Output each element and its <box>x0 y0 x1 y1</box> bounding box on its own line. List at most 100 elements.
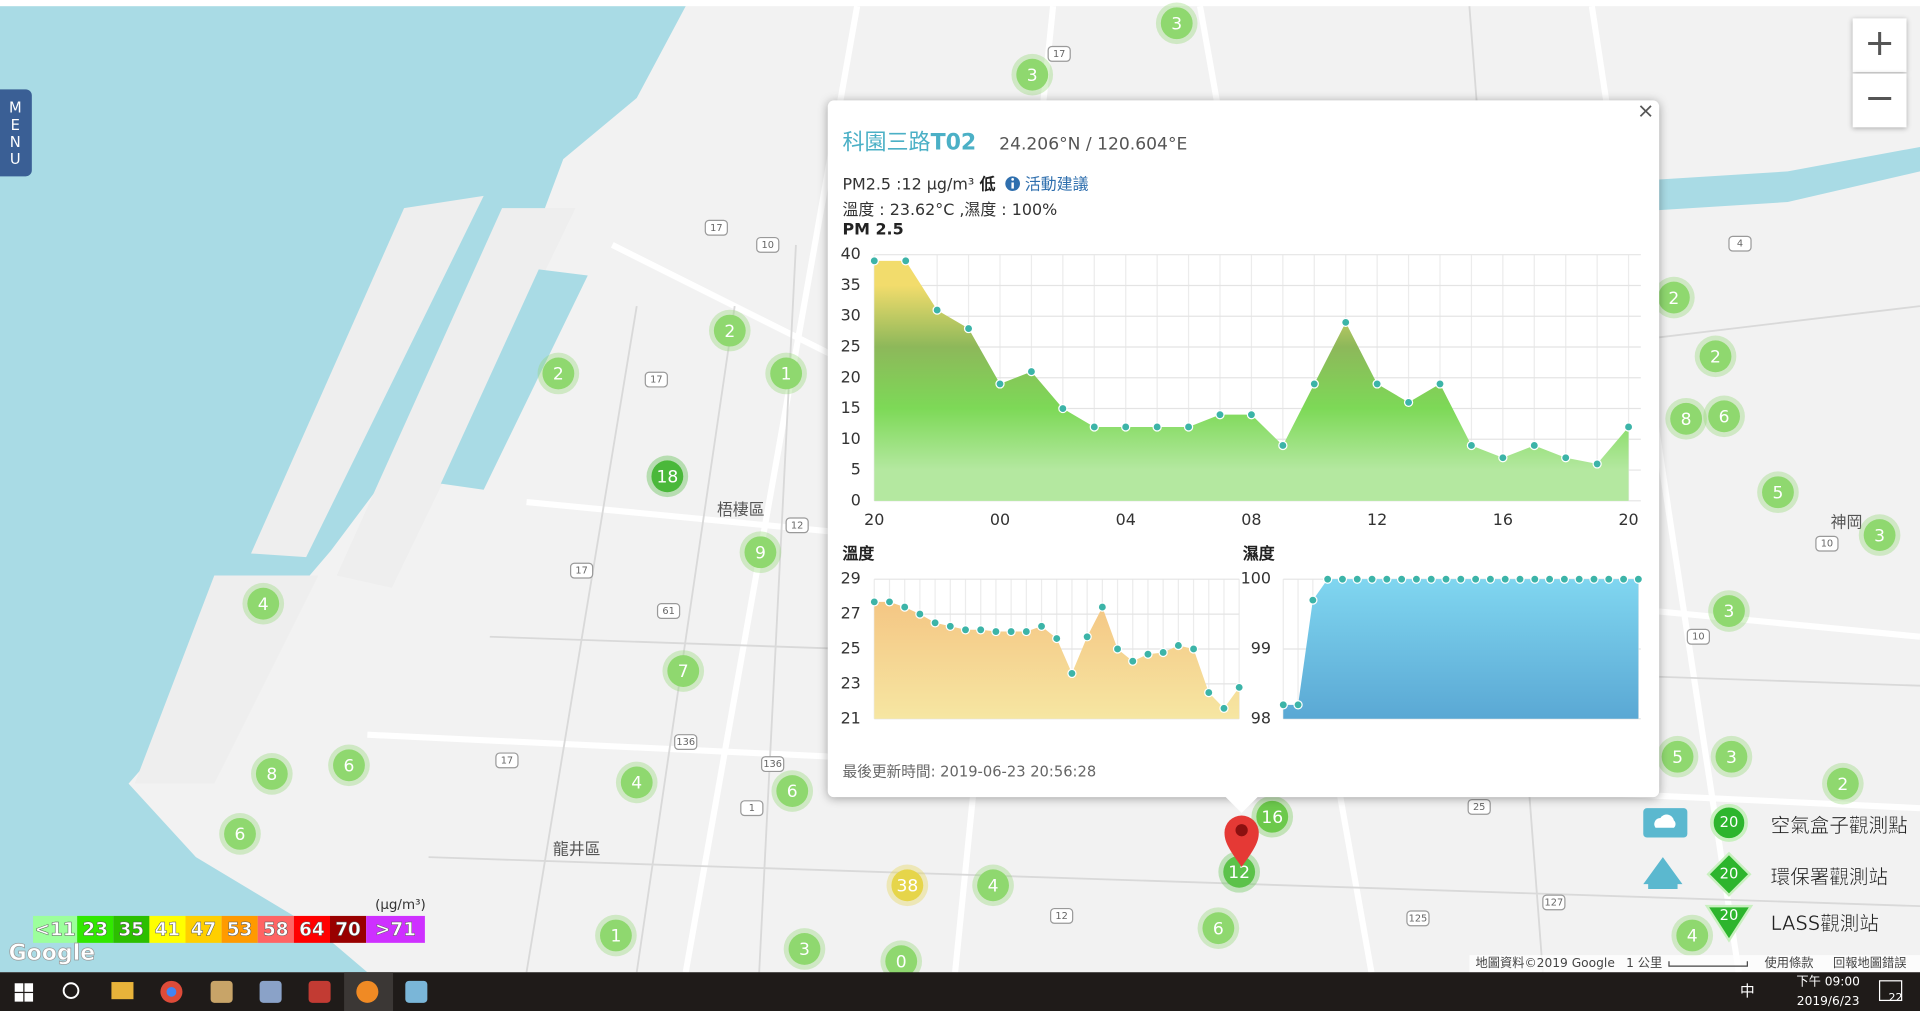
road-number: 127 <box>1545 897 1564 908</box>
advice-link[interactable]: 活動建議 <box>1025 174 1089 193</box>
start-button[interactable] <box>14 983 34 1002</box>
data-point <box>1500 574 1510 584</box>
x-tick-label: 16 <box>1493 510 1513 529</box>
cluster[interactable]: 2 <box>1694 335 1737 378</box>
badge-triangle <box>1704 904 1754 943</box>
cluster[interactable]: 18 <box>646 455 689 498</box>
info-bar <box>1011 182 1014 189</box>
cluster[interactable]: 8 <box>251 753 293 795</box>
data-point <box>945 621 955 631</box>
cluster-core <box>542 357 575 390</box>
place-name: 神岡 <box>1831 512 1863 531</box>
app-icon[interactable] <box>405 980 428 1003</box>
cluster-count: 6 <box>344 757 355 777</box>
cluster[interactable]: 2 <box>537 352 580 395</box>
logo-pane <box>24 983 34 992</box>
cluster[interactable]: 1 <box>765 352 807 395</box>
cluster[interactable]: 6 <box>1197 907 1240 949</box>
cluster[interactable]: 6 <box>219 813 261 855</box>
clock-date[interactable]: 2019/6/23 <box>1797 994 1860 1008</box>
data-point <box>901 256 911 266</box>
app-icon[interactable] <box>308 980 331 1003</box>
cluster[interactable]: 4 <box>972 864 1014 907</box>
cluster[interactable]: 7 <box>662 650 705 692</box>
terms-link[interactable]: 使用條款 <box>1764 955 1813 970</box>
cluster[interactable]: 0 <box>880 940 923 983</box>
cluster[interactable]: 3 <box>1710 735 1753 778</box>
road-shield <box>656 603 681 619</box>
legend-label: 64 <box>299 920 325 941</box>
cluster-core <box>1699 340 1732 373</box>
road-number: 136 <box>676 737 695 748</box>
search-button[interactable] <box>62 982 80 999</box>
data-point <box>1308 595 1318 605</box>
data-point <box>1341 317 1351 328</box>
cluster-core <box>1657 281 1690 314</box>
road-shield <box>1542 894 1566 911</box>
cluster[interactable]: 2 <box>1653 276 1695 319</box>
chrome-center <box>166 986 177 997</box>
logo-pane <box>24 993 34 1002</box>
location-pin[interactable] <box>1224 815 1259 867</box>
station-id: T02 <box>931 130 977 155</box>
menu-button[interactable]: MENU <box>0 89 32 177</box>
cluster[interactable]: 6 <box>328 744 370 787</box>
cluster-count: 3 <box>1027 66 1038 86</box>
cluster-count: 4 <box>1687 927 1698 947</box>
cluster[interactable]: 38 <box>886 864 929 907</box>
cluster[interactable]: 5 <box>1757 471 1799 514</box>
cluster[interactable]: 2 <box>708 309 751 352</box>
data-point <box>1498 453 1508 463</box>
badge-circle <box>1710 803 1748 842</box>
cluster[interactable]: 4 <box>615 761 658 804</box>
cluster-core <box>333 749 365 782</box>
zoom-in[interactable]: + <box>1852 18 1907 73</box>
cluster-core <box>1160 7 1193 40</box>
cluster[interactable]: 3 <box>1858 514 1901 556</box>
cluster[interactable]: 6 <box>771 770 814 812</box>
legend-swatch <box>257 915 294 943</box>
cluster[interactable]: 4 <box>1671 914 1714 957</box>
cluster[interactable]: 8 <box>1665 397 1707 440</box>
cluster[interactable]: 3 <box>1155 2 1198 45</box>
cluster-core <box>1256 800 1289 833</box>
channel <box>440 269 588 490</box>
zoom-out[interactable]: − <box>1852 73 1907 128</box>
ime-indicator[interactable]: 中 <box>1740 983 1755 1000</box>
cluster[interactable]: 6 <box>1703 395 1745 438</box>
y-tick-label: 29 <box>841 569 861 588</box>
close-button[interactable]: × <box>1637 98 1654 122</box>
explorer-icon[interactable] <box>111 982 134 1000</box>
cluster[interactable]: 3 <box>783 928 826 970</box>
cluster[interactable]: 3 <box>1011 53 1054 96</box>
data-point <box>1485 574 1496 584</box>
cluster-core <box>224 817 256 850</box>
cluster[interactable]: 3 <box>1708 590 1750 632</box>
data-point <box>1152 422 1162 432</box>
cluster[interactable]: 9 <box>739 531 782 574</box>
data-point <box>1246 410 1257 420</box>
cluster-count: 3 <box>1726 748 1737 768</box>
cluster-core <box>1670 402 1703 435</box>
x-tick-label: 08 <box>1241 510 1261 529</box>
cluster-core <box>1661 740 1694 773</box>
info-icon[interactable] <box>1005 176 1021 192</box>
report-link[interactable]: 回報地圖錯誤 <box>1833 955 1906 970</box>
road-number: 10 <box>1821 539 1833 550</box>
cluster[interactable]: 1 <box>595 914 637 957</box>
road-shield <box>756 236 780 253</box>
cluster[interactable]: 12 <box>1218 851 1261 893</box>
cluster-core <box>247 587 280 620</box>
cluster[interactable]: 2 <box>1822 762 1864 805</box>
clock-time[interactable]: 下午 09:00 <box>1796 975 1860 989</box>
cluster[interactable]: 5 <box>1656 735 1699 778</box>
data-point <box>1112 644 1123 654</box>
app-icon[interactable] <box>210 980 233 1003</box>
firefox-icon[interactable] <box>356 980 379 1003</box>
app-icon[interactable] <box>259 980 282 1003</box>
cluster[interactable]: 4 <box>242 582 285 625</box>
cluster[interactable]: 16 <box>1251 795 1294 838</box>
cluster-count: 2 <box>1668 289 1679 309</box>
notification-icon[interactable] <box>1878 980 1903 1002</box>
data-point <box>1466 440 1477 451</box>
